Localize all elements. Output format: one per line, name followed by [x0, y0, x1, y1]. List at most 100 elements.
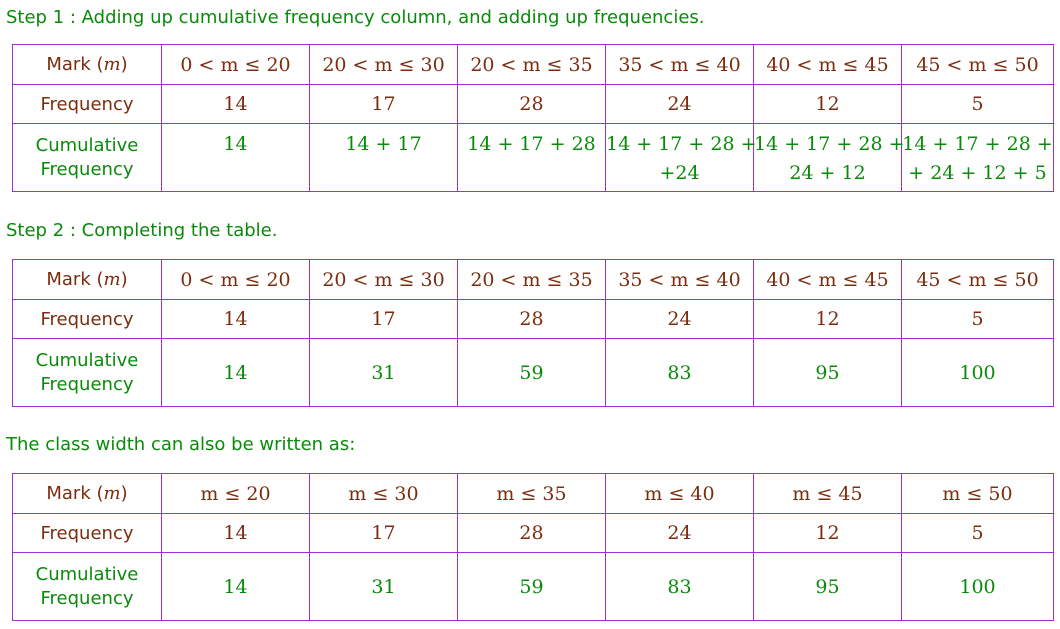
mark-label-suffix: ) — [120, 483, 128, 504]
class-cell: 35 < m ≤ 40 — [605, 44, 754, 85]
cumulative-row: Cumulative Frequency 14 31 59 83 95 100 — [12, 338, 1054, 407]
frequency-cell: 24 — [605, 84, 754, 124]
cumulative-label-line-1: Cumulative — [35, 563, 139, 585]
cumulative-cell: 95 — [753, 338, 902, 407]
step-3-table: Mark (m) m ≤ 20 m ≤ 30 m ≤ 35 m ≤ 40 m ≤… — [12, 473, 1054, 621]
class-cell: 20 < m ≤ 35 — [457, 259, 606, 300]
class-cell: 45 < m ≤ 50 — [901, 259, 1054, 300]
cumulative-sum-cell: 14 + 17 + 28 + +24 — [605, 123, 757, 192]
frequency-cell: 24 — [605, 299, 754, 339]
class-cell: m ≤ 30 — [309, 473, 458, 514]
cumulative-sum-cell: 14 + 17 + 28 — [457, 123, 606, 192]
cumulative-sum-cell: 14 + 17 + 28 + + 24 + 12 + 5 — [901, 123, 1054, 192]
frequency-cell: 12 — [753, 84, 902, 124]
frequency-row: Frequency 14 17 28 24 12 5 — [12, 513, 1054, 553]
step-3-title: The class width can also be written as: — [6, 434, 356, 455]
cumulative-cell: 83 — [605, 552, 754, 621]
cumulative-cell: 100 — [901, 552, 1054, 621]
cumulative-label-line-2: Frequency — [40, 587, 134, 609]
cumulative-label-line-2: Frequency — [40, 373, 134, 395]
cumulative-sum-line-2: 24 + 12 — [789, 162, 866, 184]
mark-label-variable: m — [103, 483, 121, 504]
cumulative-sum-line-1: 14 + 17 + 28 + — [902, 133, 1053, 155]
cumulative-sum-cell: 14 + 17 + 28 + 24 + 12 — [753, 123, 905, 192]
class-cell: 40 < m ≤ 45 — [753, 259, 902, 300]
class-cell: 40 < m ≤ 45 — [753, 44, 902, 85]
class-cell: 0 < m ≤ 20 — [161, 44, 310, 85]
cumulative-sum-line-1: 14 + 17 + 28 + — [754, 133, 905, 155]
mark-label-variable: m — [103, 269, 121, 290]
frequency-cell: 12 — [753, 513, 902, 553]
class-cell: 20 < m ≤ 30 — [309, 44, 458, 85]
cumulative-label-line-2: Frequency — [40, 158, 134, 180]
cumulative-cell: 14 — [161, 338, 310, 407]
frequency-cell: 17 — [309, 513, 458, 553]
class-cell: 20 < m ≤ 30 — [309, 259, 458, 300]
cumulative-sum-cell: 14 — [161, 123, 310, 192]
class-cell: m ≤ 50 — [901, 473, 1054, 514]
cumulative-label: Cumulative Frequency — [12, 123, 162, 192]
frequency-cell: 14 — [161, 513, 310, 553]
cumulative-cell: 59 — [457, 552, 606, 621]
frequency-cell: 5 — [901, 299, 1054, 339]
mark-label-prefix: Mark ( — [46, 269, 104, 290]
cumulative-sum-line-2: +24 — [659, 162, 700, 184]
cumulative-sum-line-1: 14 + 17 + 28 + — [606, 133, 757, 155]
frequency-cell: 12 — [753, 299, 902, 339]
cumulative-label: Cumulative Frequency — [12, 552, 162, 621]
mark-label-prefix: Mark ( — [46, 483, 104, 504]
step-1-table: Mark (m) 0 < m ≤ 20 20 < m ≤ 30 20 < m ≤… — [12, 44, 1054, 192]
class-cell: 45 < m ≤ 50 — [901, 44, 1054, 85]
frequency-cell: 14 — [161, 299, 310, 339]
mark-label-variable: m — [103, 54, 121, 75]
frequency-label: Frequency — [12, 299, 162, 339]
frequency-row: Frequency 14 17 28 24 12 5 — [12, 299, 1054, 339]
frequency-cell: 14 — [161, 84, 310, 124]
step-1-title: Step 1 : Adding up cumulative frequency … — [6, 7, 705, 28]
cumulative-cell: 59 — [457, 338, 606, 407]
cumulative-sum-cell: 14 + 17 — [309, 123, 458, 192]
mark-row: Mark (m) 0 < m ≤ 20 20 < m ≤ 30 20 < m ≤… — [12, 44, 1054, 85]
cumulative-label-line-1: Cumulative — [35, 349, 139, 371]
mark-label-prefix: Mark ( — [46, 54, 104, 75]
cumulative-sum-line-1: 14 + 17 — [345, 133, 422, 155]
cumulative-cell: 14 — [161, 552, 310, 621]
cumulative-cell: 31 — [309, 552, 458, 621]
frequency-cell: 5 — [901, 84, 1054, 124]
class-cell: m ≤ 45 — [753, 473, 902, 514]
mark-row: Mark (m) 0 < m ≤ 20 20 < m ≤ 30 20 < m ≤… — [12, 259, 1054, 300]
class-cell: m ≤ 35 — [457, 473, 606, 514]
cumulative-label: Cumulative Frequency — [12, 338, 162, 407]
class-cell: m ≤ 20 — [161, 473, 310, 514]
cumulative-sum-line-2: + 24 + 12 + 5 — [908, 162, 1047, 184]
class-cell: 20 < m ≤ 35 — [457, 44, 606, 85]
class-cell: 0 < m ≤ 20 — [161, 259, 310, 300]
frequency-label: Frequency — [12, 84, 162, 124]
cumulative-row: Cumulative Frequency 14 14 + 17 14 + 17 … — [12, 123, 1054, 192]
mark-label: Mark (m) — [12, 44, 162, 85]
frequency-cell: 5 — [901, 513, 1054, 553]
frequency-cell: 24 — [605, 513, 754, 553]
cumulative-label-line-1: Cumulative — [35, 134, 139, 156]
cumulative-sum-line-1: 14 + 17 + 28 — [467, 133, 596, 155]
cumulative-cell: 100 — [901, 338, 1054, 407]
mark-label-suffix: ) — [120, 54, 128, 75]
frequency-label: Frequency — [12, 513, 162, 553]
frequency-cell: 28 — [457, 513, 606, 553]
frequency-row: Frequency 14 17 28 24 12 5 — [12, 84, 1054, 124]
step-2-title: Step 2 : Completing the table. — [6, 220, 278, 241]
mark-row: Mark (m) m ≤ 20 m ≤ 30 m ≤ 35 m ≤ 40 m ≤… — [12, 473, 1054, 514]
mark-label: Mark (m) — [12, 473, 162, 514]
class-cell: 35 < m ≤ 40 — [605, 259, 754, 300]
frequency-cell: 28 — [457, 299, 606, 339]
frequency-cell: 17 — [309, 299, 458, 339]
cumulative-cell: 95 — [753, 552, 902, 621]
cumulative-cell: 83 — [605, 338, 754, 407]
step-2-table: Mark (m) 0 < m ≤ 20 20 < m ≤ 30 20 < m ≤… — [12, 259, 1054, 407]
cumulative-sum-line-1: 14 — [223, 133, 248, 155]
frequency-cell: 17 — [309, 84, 458, 124]
class-cell: m ≤ 40 — [605, 473, 754, 514]
mark-label: Mark (m) — [12, 259, 162, 300]
cumulative-cell: 31 — [309, 338, 458, 407]
frequency-cell: 28 — [457, 84, 606, 124]
